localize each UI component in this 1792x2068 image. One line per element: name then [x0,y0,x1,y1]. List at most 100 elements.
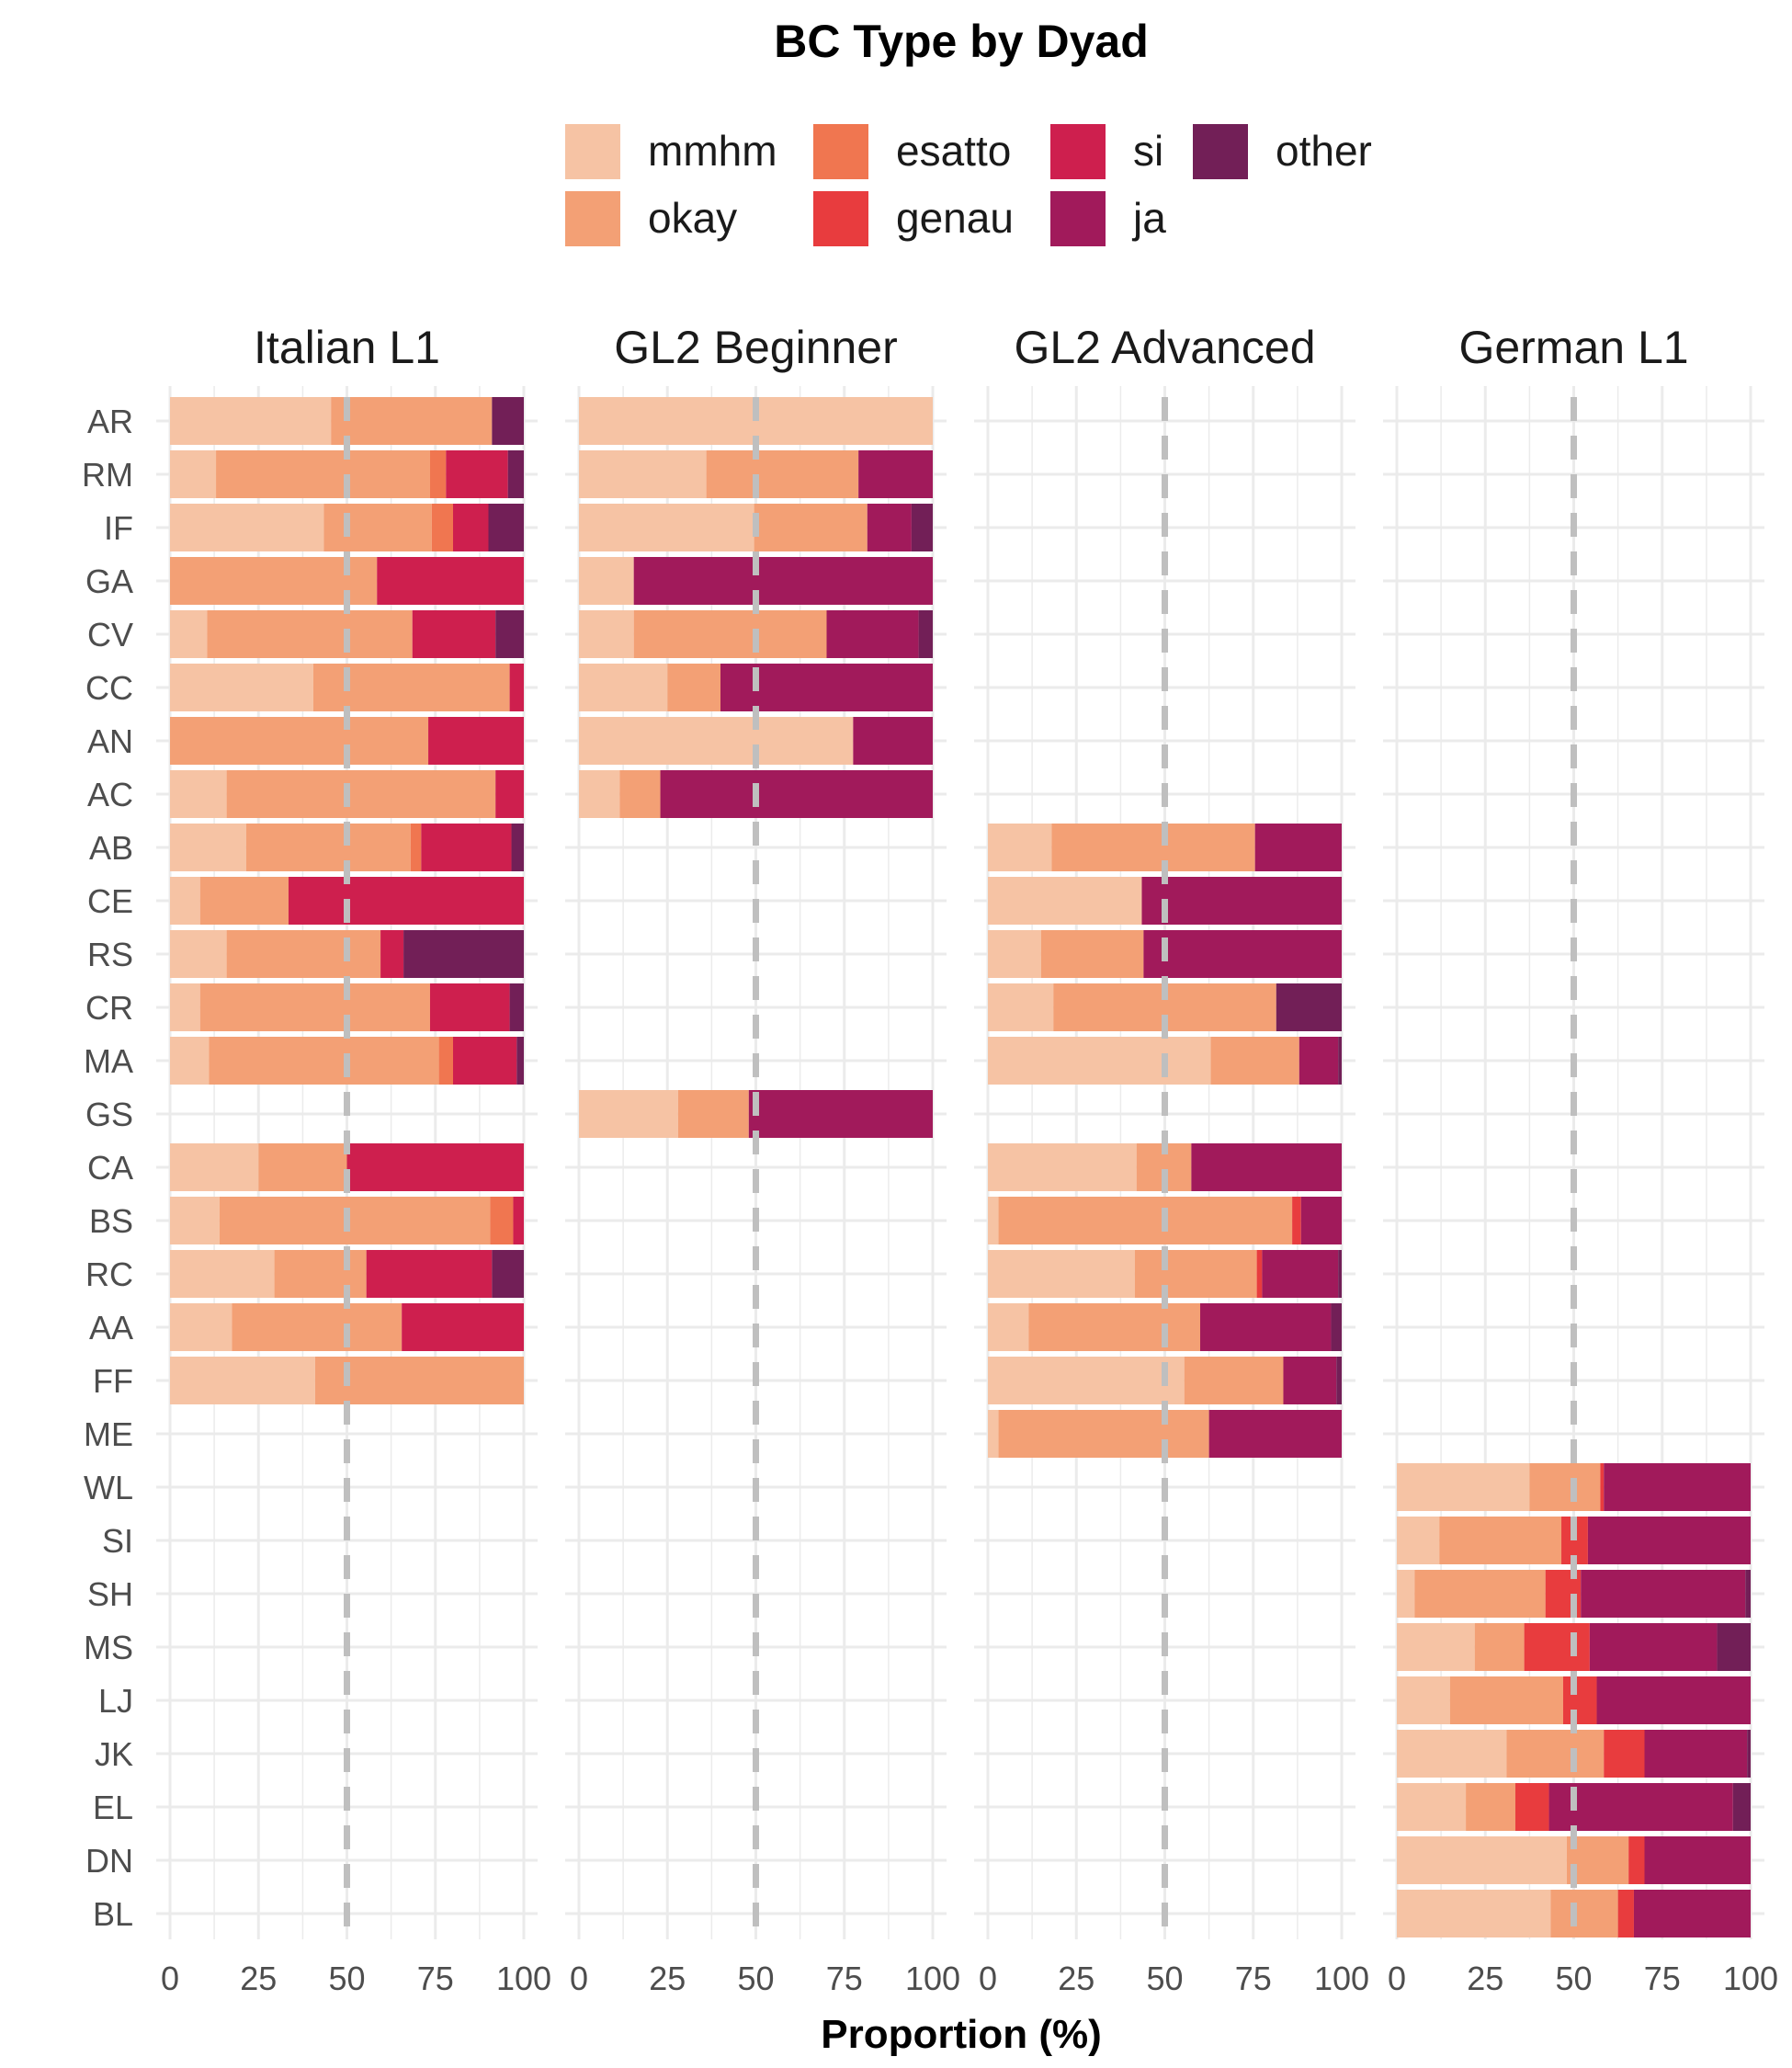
legend-swatch-other [1193,124,1248,179]
y-tick-label-MS: MS [84,1629,133,1666]
bar-WL-genau [1600,1463,1605,1511]
bar-RC-mmhm [988,1250,1135,1298]
x-tick-label: 100 [496,1960,551,1997]
bar-CA-okay [258,1143,347,1191]
legend-label-okay: okay [648,194,737,242]
bar-RM-other [507,450,524,498]
bar-FF-ja [1283,1357,1337,1404]
bar-RC-other [492,1250,524,1298]
bar-LJ-genau [1562,1676,1597,1724]
legend: mmhm okay esatto genau si ja other [565,124,1372,246]
bar-SH-mmhm [1397,1570,1415,1618]
bar-RC-ja [1262,1250,1339,1298]
x-tick-label: 75 [1235,1960,1272,1997]
bar-RC-okay [274,1250,367,1298]
bar-RC-genau [1256,1250,1263,1298]
bar-BS-okay [219,1197,491,1244]
bar-RM-okay [706,450,859,498]
bar-MA-okay [209,1037,439,1085]
bar-GA-mmhm [579,557,634,605]
y-tick-label-IF: IF [104,509,133,547]
x-tick-label: 25 [649,1960,686,1997]
bar-RM-mmhm [579,450,707,498]
x-tick-label: 75 [1644,1960,1681,1997]
bar-IF-other [488,504,524,551]
bar-MS-mmhm [1397,1623,1475,1671]
bar-EL-okay [1466,1783,1515,1831]
bar-CC-okay [667,664,720,711]
x-tick-label: 75 [826,1960,863,1997]
legend-label-esatto: esatto [896,127,1011,175]
y-tick-label-BS: BS [89,1202,133,1240]
y-tick-label-CE: CE [87,882,133,920]
bar-MA-mmhm [988,1037,1211,1085]
reference-lines [344,397,1577,1939]
bar-WL-mmhm [1397,1463,1530,1511]
bar-IF-other [911,504,933,551]
legend-swatch-ja [1050,191,1106,246]
bar-AC-mmhm [579,770,620,818]
y-tick-label-AA: AA [89,1309,133,1346]
bar-SH-okay [1414,1570,1546,1618]
y-tick-label-CV: CV [87,616,133,653]
bar-LJ-okay [1449,1676,1563,1724]
legend-swatch-esatto [813,124,868,179]
bar-AC-si [495,770,524,818]
legend-swatch-genau [813,191,868,246]
bar-FF-mmhm [170,1357,315,1404]
y-tick-label-BL: BL [93,1895,133,1933]
bar-CC-ja [720,664,933,711]
bar-GA-ja [633,557,933,605]
bar-CR-okay [199,983,430,1031]
bar-IF-mmhm [579,504,754,551]
bar-IF-esatto [431,504,453,551]
bar-AN-ja [853,717,933,765]
legend-label-ja: ja [1131,194,1166,242]
bar-CC-mmhm [170,664,313,711]
bar-BL-genau [1617,1890,1634,1937]
bar-RM-mmhm [170,450,217,498]
x-tick-label: 0 [979,1960,997,1997]
x-tick-label: 100 [1314,1960,1369,1997]
y-tick-label-RM: RM [82,456,133,494]
bar-RS-mmhm [170,930,227,978]
bar-RM-okay [216,450,430,498]
bar-AR-mmhm [170,397,332,445]
y-tick-label-AB: AB [89,829,133,867]
bar-RS-mmhm [988,930,1041,978]
legend-label-other: other [1276,127,1372,175]
x-tick-label: 25 [1467,1960,1503,1997]
bar-BS-ja [1300,1197,1342,1244]
bar-EL-genau [1514,1783,1549,1831]
y-tick-label-CA: CA [87,1149,133,1187]
y-tick-label-ME: ME [84,1415,133,1453]
bar-SI-ja [1587,1517,1751,1564]
bar-BL-ja [1633,1890,1751,1937]
bar-WL-ja [1604,1463,1751,1511]
bar-AB-esatto [410,824,422,871]
bar-CV-okay [207,610,413,658]
bar-BS-genau [1292,1197,1301,1244]
bar-BS-okay [998,1197,1293,1244]
bar-AA-si [402,1303,524,1351]
bar-MS-other [1717,1623,1751,1671]
bar-DN-ja [1644,1836,1751,1884]
bar-DN-okay [1566,1836,1629,1884]
bar-MA-si [453,1037,517,1085]
x-tick-label: 0 [1388,1960,1406,1997]
x-tick-label: 50 [1555,1960,1592,1997]
bar-CC-si [509,664,524,711]
y-tick-label-JK: JK [95,1735,133,1773]
bar-JK-okay [1506,1730,1605,1778]
bar-SI-mmhm [1397,1517,1440,1564]
y-tick-label-RC: RC [85,1256,133,1293]
bar-MA-other [1338,1037,1342,1085]
y-tick-label-MA: MA [84,1042,133,1080]
bar-CV-mmhm [170,610,208,658]
bar-AA-mmhm [988,1303,1029,1351]
chart-title: BC Type by Dyad [774,16,1149,67]
bar-AC-ja [660,770,933,818]
bar-CV-ja [826,610,919,658]
bar-MA-mmhm [170,1037,210,1085]
